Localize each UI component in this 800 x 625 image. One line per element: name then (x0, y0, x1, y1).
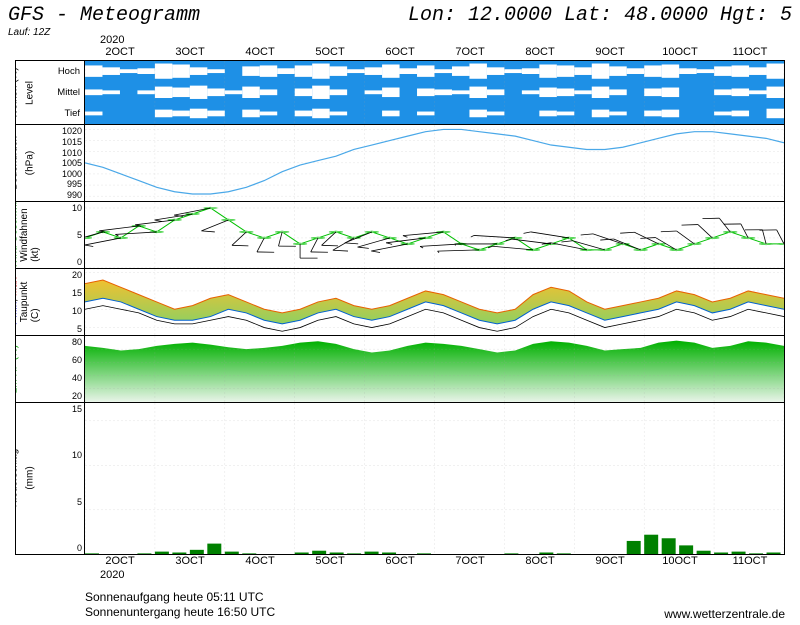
pressure-axis-label: Bodendruck (16, 133, 20, 194)
footer: Sonnenaufgang heute 05:11 UTC Sonnenunte… (85, 590, 785, 621)
y-tick-label: 0 (56, 543, 82, 553)
x-tick-label: 6OCT (365, 555, 435, 569)
y-tick-label: 80 (56, 337, 82, 347)
panel-clouds: Wolken (%) Level Hoch Mittel Tief (16, 61, 784, 124)
top-year: 2020 (100, 34, 124, 46)
precip-yticks: 15 10 5 0 (56, 403, 82, 554)
y-tick-label: 1005 (56, 158, 82, 168)
sunset-text: Sonnenuntergang heute 16:50 UTC (85, 605, 275, 621)
y-tick-label: 1000 (56, 169, 82, 179)
x-tick-label: 8OCT (505, 555, 575, 569)
y-tick-label: 0 (56, 257, 82, 267)
x-tick-label: 4OCT (225, 555, 295, 569)
y-tick-label: 15 (56, 288, 82, 298)
x-tick-label: 9OCT (575, 555, 645, 569)
cloud-level-label: Mittel (46, 87, 80, 98)
x-tick-label: 3OCT (155, 46, 225, 60)
x-tick-label: 8OCT (505, 46, 575, 60)
clouds-unit-label: Level (25, 81, 36, 105)
x-tick-label: 3OCT (155, 555, 225, 569)
pressure-yticks: 10201015101010051000995990 (56, 125, 82, 201)
y-tick-label: 15 (56, 404, 82, 414)
y-tick-label: 40 (56, 373, 82, 383)
y-tick-label: 10 (56, 306, 82, 316)
credit-text: www.wetterzentrale.de (664, 607, 785, 621)
bottom-year: 2020 (100, 569, 124, 581)
wind-yticks: 10 5 0 (56, 202, 82, 268)
x-tick-label: 5OCT (295, 555, 365, 569)
y-tick-label: 60 (56, 355, 82, 365)
rh-yticks: 80 60 40 20 (56, 336, 82, 402)
panel-pressure: Bodendruck (hPa) 10201015101010051000995… (16, 124, 784, 201)
x-tick-label: 2OCT (85, 555, 155, 569)
y-tick-label: 5 (56, 230, 82, 240)
panel-wind: Wind Geschwi. Windfahnen (kt) 1050 (16, 201, 784, 268)
temp-unit-text: Taupunkt (19, 282, 30, 323)
panel-humidity: 2m RF (%) 80 60 40 20 (16, 335, 784, 402)
x-tick-label: 5OCT (295, 46, 365, 60)
temp-yticks: 20 15 10 5 (56, 269, 82, 335)
x-tick-label: 10OCT (645, 555, 715, 569)
temp-unit2-text: (C) (30, 308, 41, 322)
panel-container: Wolken (%) Level Hoch Mittel Tief Bodendru… (15, 60, 785, 555)
pressure-unit-label: (hPa) (25, 151, 36, 175)
y-tick-label: 1020 (56, 126, 82, 136)
title-left: GFS - Meteogramm (8, 4, 200, 27)
x-tick-label: 6OCT (365, 46, 435, 60)
cloud-level-label: Hoch (46, 66, 80, 77)
precip-unit-label: (mm) (25, 467, 36, 490)
y-tick-label: 10 (56, 450, 82, 460)
wind-unit-text: Windfahnen (19, 208, 30, 261)
panel-precipitation: Niederschlag (mm) 15 10 5 0 (16, 402, 784, 554)
x-tick-label: 2OCT (85, 46, 155, 60)
y-tick-label: 995 (56, 179, 82, 189)
wind-unit2-text: (kt) (30, 247, 41, 261)
clouds-axis-label: Wolken (%) (16, 63, 20, 123)
rh-axis-label: 2m RF (%) (16, 341, 20, 397)
x-tick-label: 4OCT (225, 46, 295, 60)
top-x-axis: 2OCT3OCT4OCT5OCT6OCT7OCT8OCT9OCT10OCT11O… (85, 46, 785, 60)
y-tick-label: 1015 (56, 137, 82, 147)
wind-unit-label: Windfahnen (kt) (19, 208, 41, 261)
temp-unit-label: Taupunkt (C) (19, 282, 41, 323)
y-tick-label: 20 (56, 391, 82, 401)
precip-axis-label: Niederschlag (16, 445, 20, 511)
sunrise-text: Sonnenaufgang heute 05:11 UTC (85, 590, 275, 606)
y-tick-label: 1010 (56, 148, 82, 158)
y-tick-label: 5 (56, 324, 82, 334)
x-tick-label: 9OCT (575, 46, 645, 60)
y-tick-label: 990 (56, 190, 82, 200)
clouds-levels: Hoch Mittel Tief (46, 61, 80, 124)
x-tick-label: 11OCT (715, 46, 785, 60)
bottom-x-axis: 2OCT3OCT4OCT5OCT6OCT7OCT8OCT9OCT10OCT11O… (85, 555, 785, 569)
y-tick-label: 10 (56, 203, 82, 213)
title-right: Lon: 12.0000 Lat: 48.0000 Hgt: 5 (408, 4, 792, 27)
panel-temperature: T-Min, Max Taupunkt (C) 2015105 (16, 268, 784, 335)
x-tick-label: 7OCT (435, 46, 505, 60)
cloud-level-label: Tief (46, 108, 80, 119)
x-tick-label: 10OCT (645, 46, 715, 60)
y-tick-label: 5 (56, 497, 82, 507)
x-tick-label: 11OCT (715, 555, 785, 569)
y-tick-label: 20 (56, 270, 82, 280)
x-tick-label: 7OCT (435, 555, 505, 569)
